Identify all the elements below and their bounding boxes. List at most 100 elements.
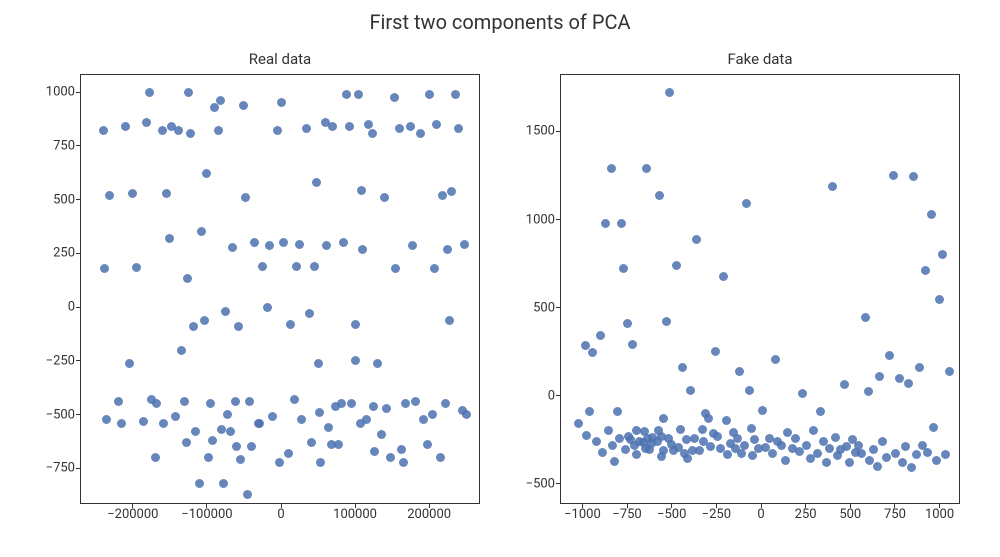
ytick-label: −750 [46, 461, 81, 476]
xtick-label: 100000 [333, 503, 377, 522]
scatter-point [401, 399, 410, 408]
scatter-point [665, 88, 674, 97]
scatter-point [186, 129, 195, 138]
scatter-point [390, 93, 399, 102]
scatter-point [302, 124, 311, 133]
scatter-point [809, 426, 818, 435]
scatter-point [177, 346, 186, 355]
scatter-point [324, 423, 333, 432]
scatter-point [180, 397, 189, 406]
scatter-point [397, 445, 406, 454]
xtick-label: −200000 [107, 503, 158, 522]
scatter-point [399, 458, 408, 467]
scatter-point [582, 431, 591, 440]
scatter-point [723, 450, 732, 459]
scatter-point [223, 410, 232, 419]
scatter-point [864, 387, 873, 396]
scatter-point [255, 419, 264, 428]
xtick-label: 0 [757, 503, 764, 522]
scatter-point [777, 441, 786, 450]
scatter-point [607, 164, 616, 173]
scatter-point [585, 407, 594, 416]
scatter-point [747, 424, 756, 433]
scatter-point [214, 126, 223, 135]
scatter-point [239, 101, 248, 110]
scatter-point [598, 448, 607, 457]
scatter-point [889, 171, 898, 180]
scatter-point [151, 453, 160, 462]
scatter-point [158, 126, 167, 135]
figure: First two components of PCA Real data−75… [0, 0, 1000, 557]
scatter-point [231, 397, 240, 406]
scatter-point [438, 191, 447, 200]
scatter-point [460, 240, 469, 249]
scatter-point [742, 199, 751, 208]
scatter-point [430, 264, 439, 273]
scatter-point [419, 415, 428, 424]
scatter-point [277, 98, 286, 107]
scatter-point [221, 307, 230, 316]
scatter-point [722, 416, 731, 425]
scatter-point [312, 178, 321, 187]
scatter-point [328, 122, 337, 131]
scatter-point [432, 120, 441, 129]
scatter-point [659, 414, 668, 423]
scatter-point [105, 191, 114, 200]
scatter-point [740, 441, 749, 450]
scatter-point [391, 264, 400, 273]
scatter-point [831, 433, 840, 442]
scatter-point [226, 427, 235, 436]
scatter-point [184, 88, 193, 97]
scatter-point [713, 432, 722, 441]
scatter-point [692, 235, 701, 244]
scatter-point [208, 436, 217, 445]
scatter-point [683, 454, 692, 463]
scatter-point [250, 238, 259, 247]
ytick-label: 0 [68, 300, 81, 315]
scatter-point [265, 241, 274, 250]
scatter-point [342, 90, 351, 99]
scatter-point [377, 430, 386, 439]
scatter-point [891, 449, 900, 458]
scatter-point [758, 406, 767, 415]
scatter-point [895, 374, 904, 383]
scatter-point [373, 359, 382, 368]
scatter-point [659, 446, 668, 455]
scatter-point [822, 458, 831, 467]
scatter-point [121, 122, 130, 131]
scatter-point [258, 262, 267, 271]
scatter-point [617, 219, 626, 228]
scatter-point [898, 458, 907, 467]
xtick-label: 500 [839, 503, 861, 522]
scatter-point [816, 407, 825, 416]
scatter-point [292, 262, 301, 271]
ytick-label: 1000 [46, 85, 81, 100]
scatter-point [706, 442, 715, 451]
scatter-point [125, 359, 134, 368]
axes-1: −500050010001500−1000−750−500−2500250500… [560, 74, 960, 504]
scatter-point [202, 169, 211, 178]
scatter-point [195, 479, 204, 488]
scatter-point [247, 442, 256, 451]
ytick-label: 750 [53, 138, 81, 153]
scatter-point [436, 453, 445, 462]
scatter-point [613, 407, 622, 416]
ytick-label: 500 [53, 192, 81, 207]
scatter-point [232, 442, 241, 451]
scatter-point [921, 266, 930, 275]
scatter-point [798, 389, 807, 398]
scatter-point [411, 397, 420, 406]
scatter-point [945, 367, 954, 376]
scatter-point [932, 456, 941, 465]
scatter-point [929, 423, 938, 432]
scatter-point [273, 126, 282, 135]
scatter-point [152, 399, 161, 408]
scatter-point [588, 348, 597, 357]
xtick-label: 0 [277, 503, 284, 522]
scatter-point [428, 410, 437, 419]
scatter-point [322, 241, 331, 250]
ytick-label: 1500 [526, 124, 561, 139]
ytick-label: −250 [46, 353, 81, 368]
xtick-label: 750 [884, 503, 906, 522]
scatter-point [676, 425, 685, 434]
